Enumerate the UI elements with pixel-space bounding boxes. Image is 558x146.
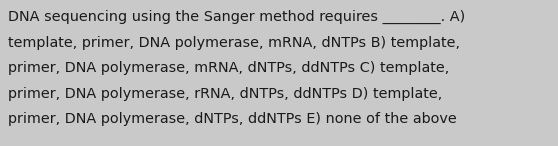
Text: template, primer, DNA polymerase, mRNA, dNTPs B) template,: template, primer, DNA polymerase, mRNA, … [8,36,460,50]
Text: primer, DNA polymerase, rRNA, dNTPs, ddNTPs D) template,: primer, DNA polymerase, rRNA, dNTPs, ddN… [8,87,442,101]
Text: primer, DNA polymerase, dNTPs, ddNTPs E) none of the above: primer, DNA polymerase, dNTPs, ddNTPs E)… [8,112,457,126]
Text: primer, DNA polymerase, mRNA, dNTPs, ddNTPs C) template,: primer, DNA polymerase, mRNA, dNTPs, ddN… [8,61,450,75]
Text: DNA sequencing using the Sanger method requires ________. A): DNA sequencing using the Sanger method r… [8,10,465,24]
